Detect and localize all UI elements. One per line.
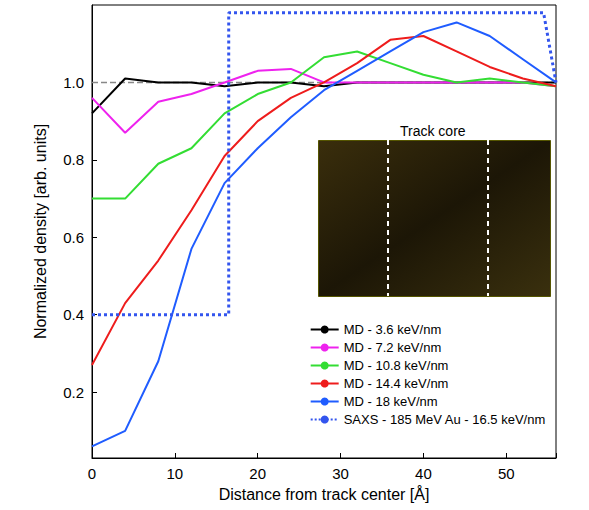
svg-text:SAXS - 185 MeV Au - 16.5 keV/n: SAXS - 185 MeV Au - 16.5 keV/nm bbox=[344, 412, 546, 427]
svg-text:0.2: 0.2 bbox=[63, 384, 84, 401]
svg-text:MD - 3.6 keV/nm: MD - 3.6 keV/nm bbox=[344, 322, 442, 337]
svg-text:Distance from track center [Å]: Distance from track center [Å] bbox=[219, 485, 430, 503]
svg-text:Normalized density [arb. units: Normalized density [arb. units] bbox=[32, 124, 49, 339]
svg-text:Track core: Track core bbox=[400, 123, 466, 139]
svg-text:0.6: 0.6 bbox=[63, 229, 84, 246]
svg-text:40: 40 bbox=[415, 465, 432, 482]
svg-text:MD - 18 keV/nm: MD - 18 keV/nm bbox=[344, 394, 438, 409]
svg-text:0.4: 0.4 bbox=[63, 306, 84, 323]
svg-text:MD - 14.4 keV/nm: MD - 14.4 keV/nm bbox=[344, 376, 449, 391]
svg-text:50: 50 bbox=[498, 465, 515, 482]
svg-text:10: 10 bbox=[167, 465, 184, 482]
svg-text:0: 0 bbox=[88, 465, 96, 482]
svg-text:30: 30 bbox=[332, 465, 349, 482]
svg-text:0.8: 0.8 bbox=[63, 151, 84, 168]
svg-text:MD - 7.2 keV/nm: MD - 7.2 keV/nm bbox=[344, 340, 442, 355]
svg-text:20: 20 bbox=[249, 465, 266, 482]
svg-text:MD - 10.8 keV/nm: MD - 10.8 keV/nm bbox=[344, 358, 449, 373]
svg-text:1.0: 1.0 bbox=[63, 74, 84, 91]
